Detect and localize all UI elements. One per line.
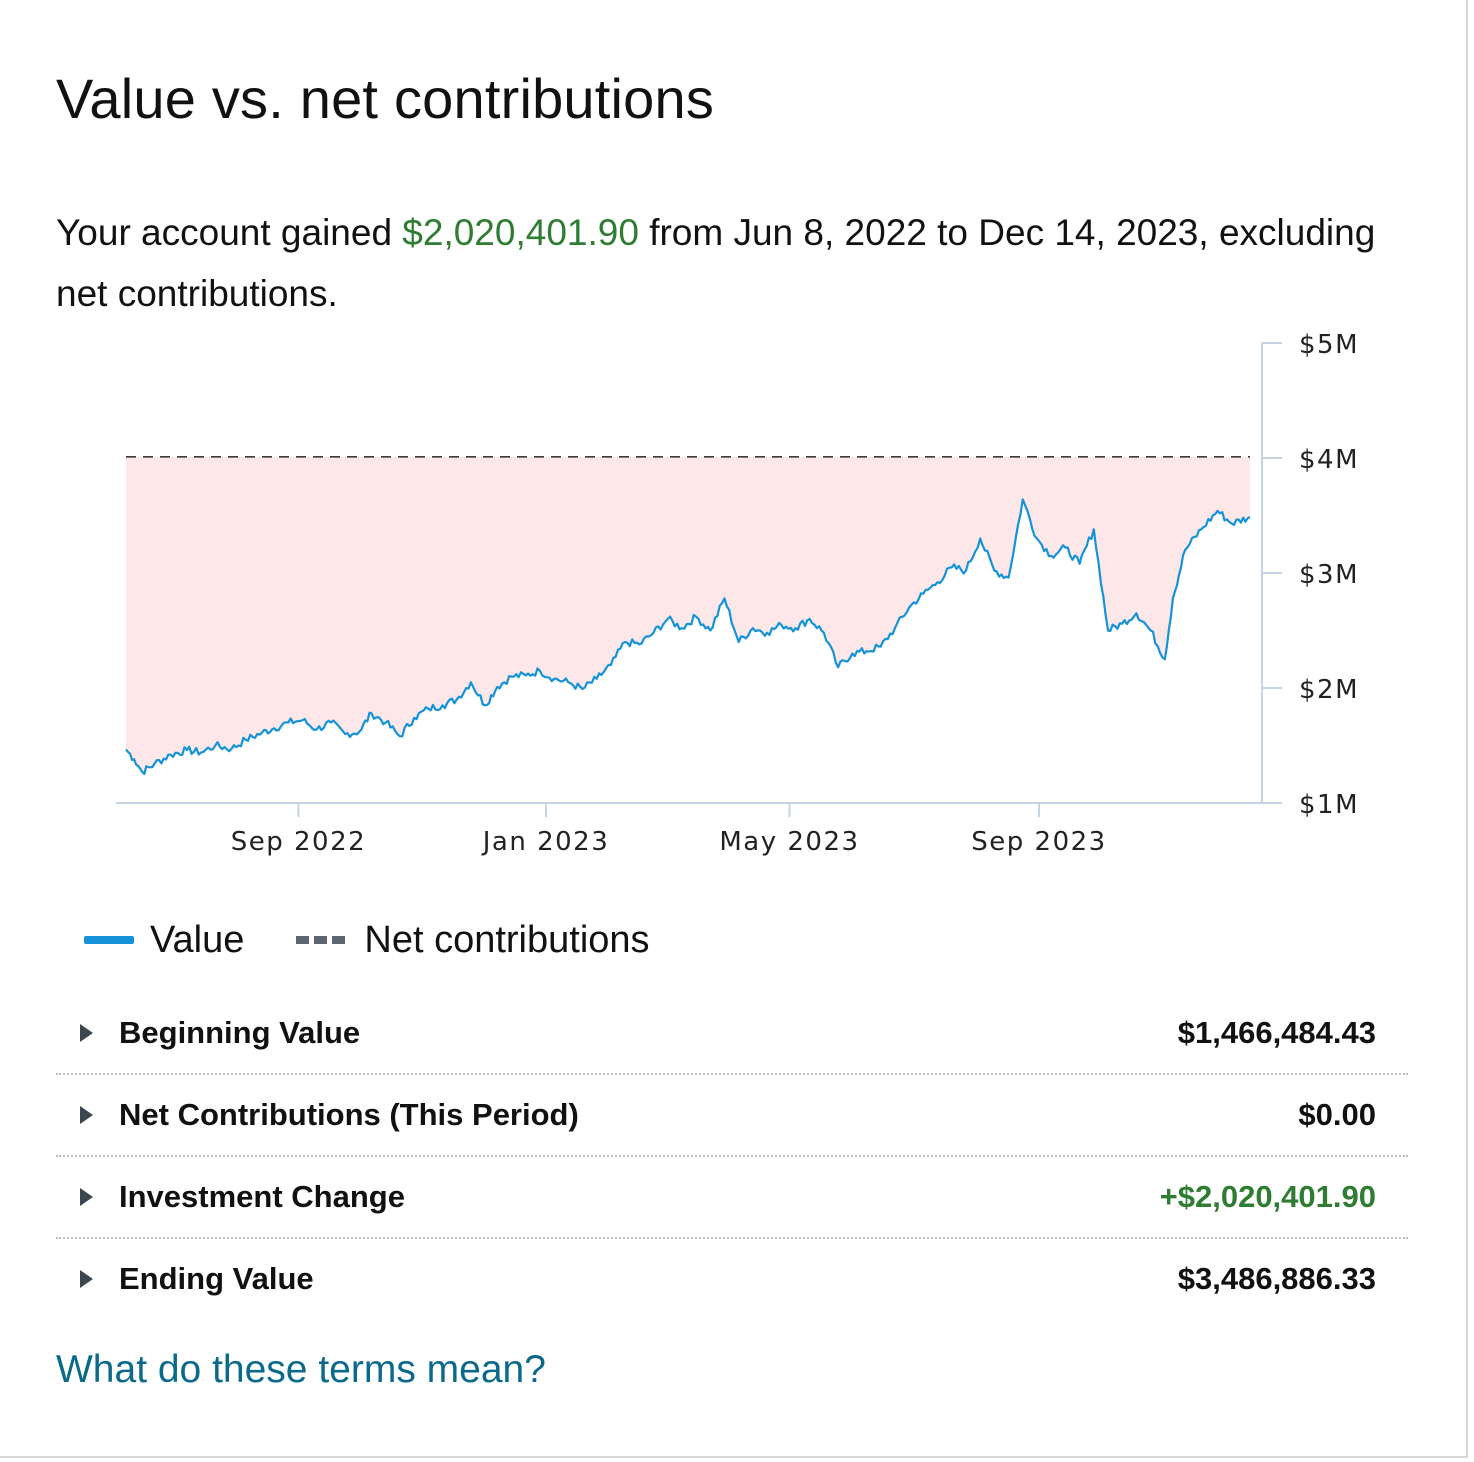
summary-gain-amount: $2,020,401.90	[402, 212, 639, 253]
gap-shaded-area	[126, 456, 1250, 774]
y-tick-label: $3M	[1299, 560, 1359, 590]
y-tick-label: $1M	[1299, 790, 1359, 820]
y-tick-label: $2M	[1299, 675, 1359, 705]
terms-help-link[interactable]: What do these terms mean?	[56, 1348, 546, 1391]
legend-value-label: Value	[150, 918, 245, 961]
expand-triangle-icon	[80, 1270, 93, 1288]
row-value: $1,466,484.43	[1177, 1015, 1376, 1050]
y-tick-label: $5M	[1299, 330, 1359, 360]
row-investment-change[interactable]: Investment Change +$2,020,401.90	[56, 1157, 1408, 1239]
page-title: Value vs. net contributions	[56, 67, 715, 130]
summary-table: Beginning Value $1,466,484.43 Net Contri…	[56, 993, 1408, 1319]
value-series-line	[125, 498, 1251, 776]
row-value: +$2,020,401.90	[1159, 1179, 1376, 1214]
row-value: $0.00	[1298, 1097, 1376, 1132]
row-net-contributions[interactable]: Net Contributions (This Period) $0.00	[56, 1075, 1408, 1157]
summary-prefix: Your account gained	[56, 212, 403, 253]
legend-dashed-line-icon	[296, 936, 347, 944]
legend-contrib-label: Net contributions	[364, 918, 650, 961]
row-ending-value[interactable]: Ending Value $3,486,886.33	[56, 1239, 1408, 1319]
row-label: Ending Value	[119, 1261, 314, 1296]
legend-item-value[interactable]: Value	[84, 919, 244, 962]
summary-suffix: from Jun 8, 2022 to Dec 14, 2023, exclud…	[56, 212, 1376, 314]
value-chart: $1M $2M $3M $4M $5M Sep 2022 Jan 2023 May 2023 S…	[116, 330, 1359, 857]
x-tick-label: Sep 2023	[971, 827, 1106, 857]
expand-triangle-icon	[80, 1024, 93, 1042]
row-label: Investment Change	[119, 1179, 405, 1214]
row-label: Net Contributions (This Period)	[119, 1097, 579, 1132]
gain-summary: Your account gained $2,020,401.90 from J…	[56, 202, 1396, 324]
expand-triangle-icon	[80, 1188, 93, 1206]
chart-legend: Value Net contributions	[84, 915, 702, 965]
y-tick-label: $4M	[1299, 445, 1359, 475]
row-value: $3,486,886.33	[1177, 1261, 1376, 1296]
legend-item-net-contributions[interactable]: Net contributions	[296, 918, 650, 962]
legend-solid-line-icon	[84, 936, 134, 944]
expand-triangle-icon	[80, 1106, 93, 1124]
row-label: Beginning Value	[119, 1015, 361, 1050]
x-tick-label: Sep 2022	[231, 827, 366, 857]
x-tick-label: Jan 2023	[481, 827, 610, 857]
x-tick-label: May 2023	[719, 827, 859, 857]
row-beginning-value[interactable]: Beginning Value $1,466,484.43	[56, 993, 1408, 1075]
